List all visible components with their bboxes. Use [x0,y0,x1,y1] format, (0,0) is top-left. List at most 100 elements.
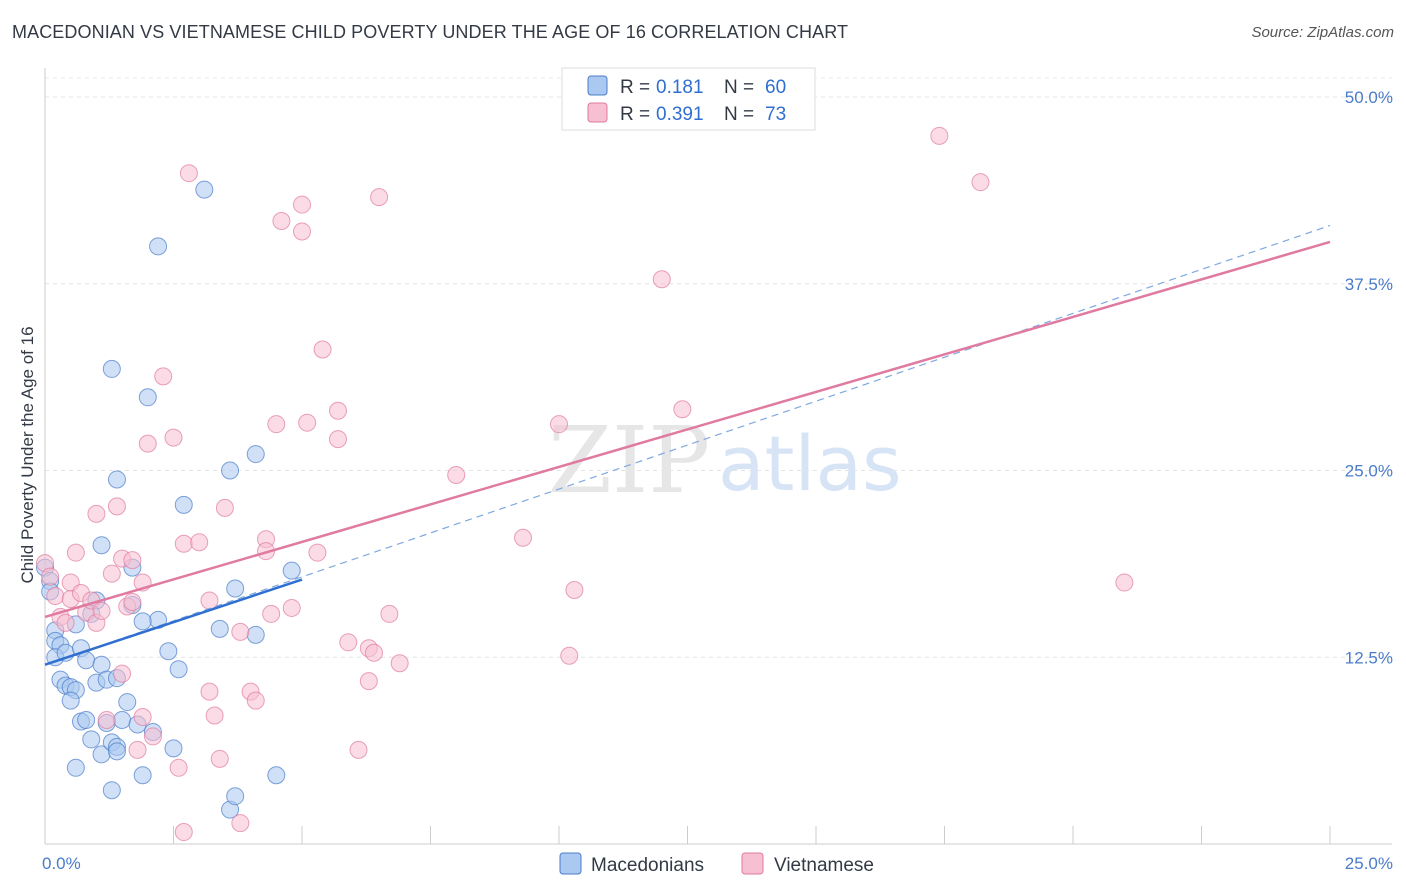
macedonians-point-56 [282,561,301,580]
vietnamese-point-52 [308,543,327,562]
vietnamese-point-66 [550,415,568,434]
macedonians-point-39 [133,766,152,785]
watermark: ZIP atlas [548,407,902,514]
y-tick-label-3: 50.0% [1345,88,1393,107]
macedonians-point-43 [149,237,168,256]
vietnamese-point-51 [298,413,317,432]
vietnamese-point-4 [56,613,75,632]
vietnamese-point-57 [349,740,368,759]
vietnamese-point-20 [123,551,142,570]
legend-n-value-1: 60 [765,77,786,98]
series-macedonians [36,180,301,819]
legend-n-label-1: N = [724,77,754,98]
vietnamese-point-31 [174,534,193,553]
macedonians-point-29 [113,710,132,729]
vietnamese-point-15 [107,497,126,516]
y-tick-label-0: 12.5% [1345,648,1393,667]
macedonians-point-28 [107,742,126,761]
vietnamese-point-23 [97,710,116,729]
vietnamese-point-65 [514,528,533,547]
tick-labels: 12.5% 25.0% 37.5% 50.0% 0.0% 25.0% [42,88,1393,873]
vietnamese-point-50 [293,195,311,214]
macedonians-point-54 [246,625,265,644]
vietnamese-point-7 [66,543,85,562]
macedonians-point-53 [246,445,265,464]
macedonians-point-50 [226,579,245,598]
vietnamese-point-35 [200,682,219,701]
vietnamese-point-25 [138,434,157,453]
macedonians-point-45 [169,660,188,679]
y-axis-label: Child Poverty Under the Age of 16 [18,326,37,583]
vietnamese-point-70 [673,400,692,419]
vietnamese-point-29 [169,758,188,777]
vietnamese-point-55 [328,430,347,449]
vietnamese-point-61 [370,188,389,207]
macedonians-point-18 [82,730,101,749]
vietnamese-point-56 [339,633,358,652]
macedonians-point-47 [195,180,214,199]
source-label: Source: ZipAtlas.com [1251,24,1394,41]
vietnamese-point-30 [174,823,193,842]
macedonians-point-48 [210,619,229,638]
vietnamese-point-60 [364,643,383,662]
vietnamese-trend-line [44,240,1331,619]
macedonians-point-49 [221,461,240,480]
macedonians-point-34 [107,470,126,489]
macedonians-trend-dashed [44,224,1331,666]
trend-lines [44,224,1331,666]
vietnamese-point-2 [46,586,65,605]
macedonians-point-55 [267,766,286,785]
legend-r-value-1: 0.181 [656,77,704,98]
vietnamese-point-1 [41,567,60,586]
vietnamese-point-45 [262,604,281,623]
macedonians-trend-line [44,578,303,666]
grid-lines [45,77,1392,658]
vietnamese-point-38 [215,498,234,517]
bottom-legend-swatch-vietnamese [741,852,764,875]
vietnamese-point-33 [190,533,209,552]
macedonians-point-22 [92,655,111,674]
macedonians-point-40 [138,388,157,407]
vietnamese-point-24 [133,708,152,727]
macedonians-point-33 [102,359,121,378]
vietnamese-point-58 [359,672,378,691]
vietnamese-point-47 [272,212,291,231]
data-points [36,126,1134,842]
legend-n-label-2: N = [724,104,754,125]
macedonians-point-30 [118,693,137,712]
vietnamese-point-48 [282,598,301,617]
legend-r-label-1: R = [620,77,650,98]
macedonians-point-31 [102,781,121,800]
bottom-legend-vietnamese: Vietnamese [774,855,874,876]
vietnamese-point-62 [380,604,399,623]
vietnamese-point-68 [565,581,584,600]
macedonians-point-46 [174,495,193,514]
bottom-legend-macedonians: Macedonians [591,855,704,876]
vietnamese-point-27 [154,367,173,386]
chart-title: MACEDONIAN VS VIETNAMESE CHILD POVERTY U… [12,22,849,42]
vietnamese-point-21 [128,740,147,759]
vietnamese-point-46 [267,415,286,434]
macedonians-point-58 [133,612,152,631]
vietnamese-point-72 [971,173,990,192]
macedonians-point-52 [226,787,245,806]
vietnamese-point-73 [1115,573,1134,592]
legend-n-value-2: 73 [765,104,786,125]
axes [44,68,1392,845]
vietnamese-point-54 [328,401,347,420]
macedonians-point-44 [164,739,183,758]
vietnamese-point-19 [123,592,142,611]
vietnamese-point-12 [92,601,111,620]
vietnamese-point-63 [390,654,409,673]
y-tick-label-2: 37.5% [1345,275,1393,294]
legend-swatch-vietnamese [587,102,608,123]
y-tick-label-1: 25.0% [1345,462,1393,481]
watermark-atlas: atlas [718,419,902,508]
vietnamese-point-28 [164,428,183,447]
vietnamese-point-42 [246,691,265,710]
vietnamese-point-64 [447,465,466,484]
legend-r-label-2: R = [620,104,650,125]
legend-r-value-2: 0.391 [656,104,704,125]
vietnamese-point-39 [231,814,250,833]
